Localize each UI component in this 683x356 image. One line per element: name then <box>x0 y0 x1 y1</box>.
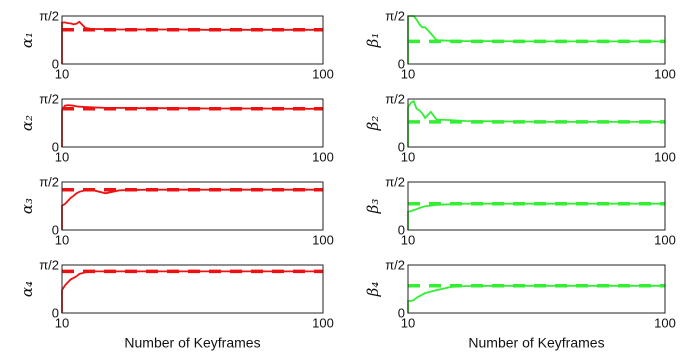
y-tick-label: 0 <box>52 139 59 154</box>
x-tick-label: 100 <box>312 149 334 164</box>
series-line <box>61 104 323 147</box>
y-tick-label: π/2 <box>39 91 59 106</box>
y-tick-label: 0 <box>398 56 405 71</box>
x-tick-label: 100 <box>312 66 334 81</box>
x-tick-label: 10 <box>55 66 69 81</box>
y-tick-label: π/2 <box>39 174 59 189</box>
series-line <box>407 99 665 147</box>
axes-box <box>407 98 666 148</box>
y-tick-label: π/2 <box>385 174 405 189</box>
x-tick-label: 10 <box>55 315 69 330</box>
axes-box <box>61 181 324 231</box>
series-line <box>61 270 323 313</box>
x-tick-label: 10 <box>401 149 415 164</box>
x-tick-label: 100 <box>312 232 334 247</box>
y-axis-label: β₃ <box>364 199 382 215</box>
y-tick-label: 0 <box>52 56 59 71</box>
y-axis-label: α₃ <box>18 198 36 214</box>
x-axis-label: Number of Keyframes <box>468 335 604 351</box>
axes-box <box>407 181 666 231</box>
y-tick-label: π/2 <box>385 257 405 272</box>
series-line <box>61 188 323 230</box>
y-tick-label: 0 <box>52 305 59 320</box>
y-axis-label: β₂ <box>364 116 382 132</box>
y-tick-label: 0 <box>52 222 59 237</box>
axes-box <box>407 15 666 65</box>
series-line <box>407 202 665 230</box>
y-axis-label: β₄ <box>364 282 382 298</box>
x-tick-label: 100 <box>654 315 676 330</box>
y-tick-label: π/2 <box>39 8 59 23</box>
y-tick-label: π/2 <box>39 257 59 272</box>
x-tick-label: 100 <box>654 232 676 247</box>
x-tick-label: 10 <box>55 149 69 164</box>
axes-box <box>61 98 324 148</box>
x-tick-label: 100 <box>654 149 676 164</box>
x-tick-label: 100 <box>312 315 334 330</box>
x-axis-label: Number of Keyframes <box>124 335 260 351</box>
series-line <box>407 284 665 313</box>
y-tick-label: π/2 <box>385 8 405 23</box>
y-axis-label: α₄ <box>18 281 36 297</box>
x-tick-label: 10 <box>401 66 415 81</box>
x-tick-label: 10 <box>401 315 415 330</box>
x-tick-label: 100 <box>654 66 676 81</box>
axes-box <box>407 264 666 314</box>
y-tick-label: 0 <box>398 222 405 237</box>
axes-box <box>61 15 324 65</box>
y-axis-label: α₁ <box>18 32 36 48</box>
x-tick-label: 10 <box>55 232 69 247</box>
y-tick-label: 0 <box>398 139 405 154</box>
y-axis-label: β₁ <box>364 33 382 49</box>
y-axis-label: α₂ <box>18 115 36 131</box>
x-tick-label: 10 <box>401 232 415 247</box>
y-tick-label: π/2 <box>385 91 405 106</box>
y-tick-label: 0 <box>398 305 405 320</box>
axes-box <box>61 264 324 314</box>
